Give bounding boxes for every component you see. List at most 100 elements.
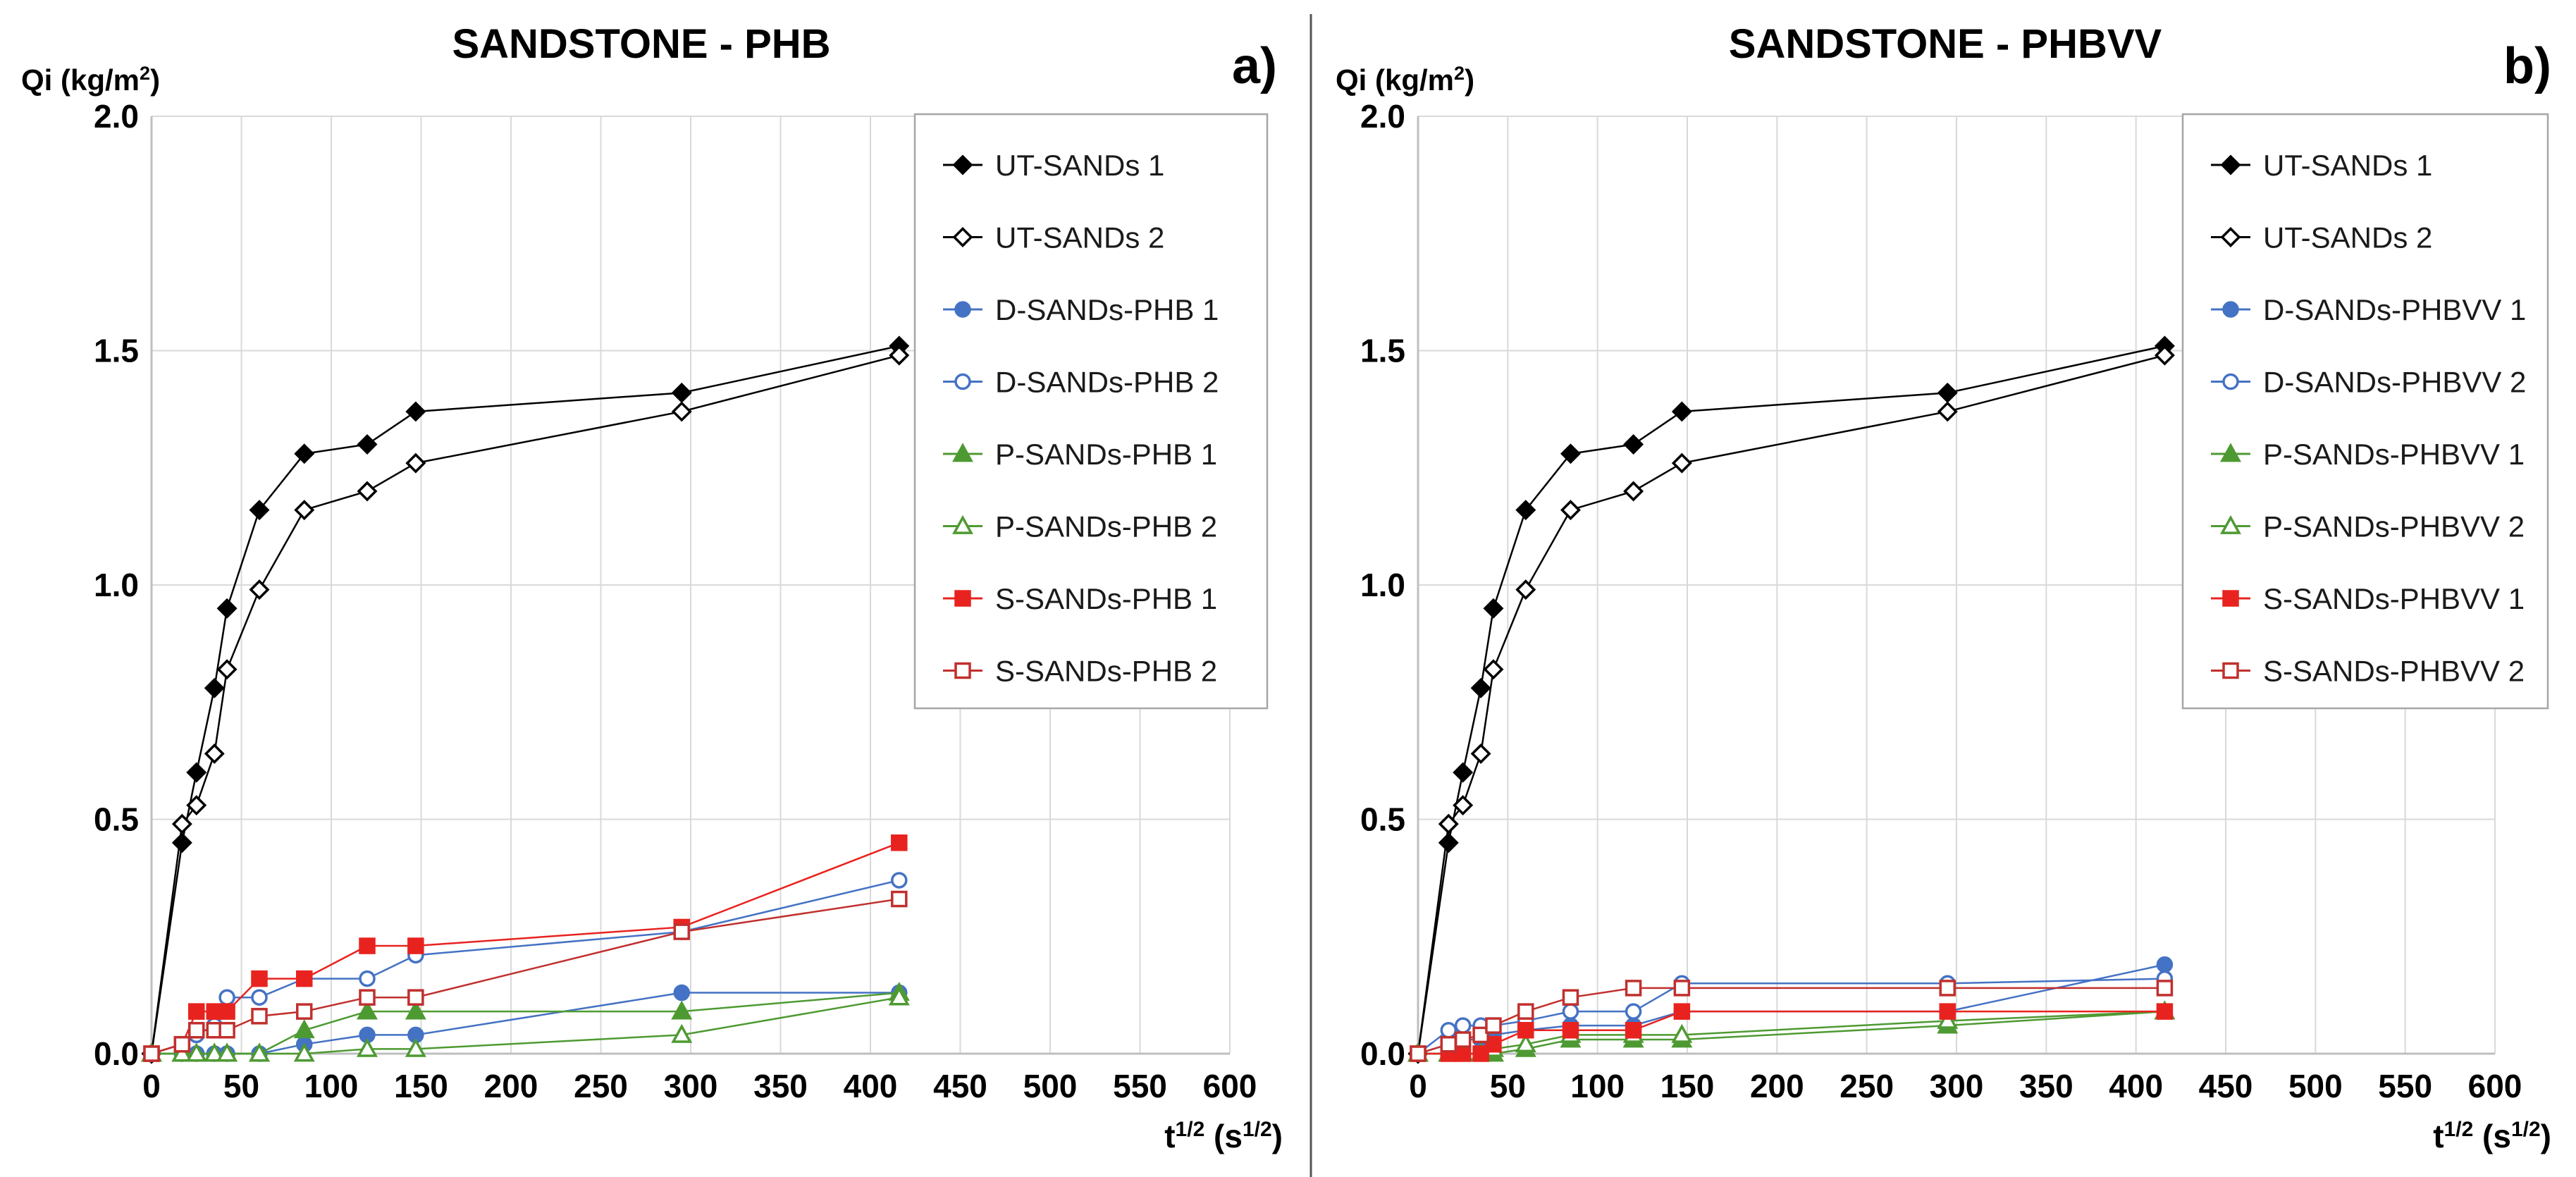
- series-line: [152, 996, 900, 1055]
- data-point: [1440, 1035, 1458, 1053]
- data-point: [1673, 980, 1691, 997]
- data-point: [405, 1000, 426, 1020]
- data-point: [1470, 677, 1491, 698]
- data-point: [1937, 382, 1958, 403]
- x-tick-label: 150: [1660, 1068, 1715, 1104]
- data-point: [188, 1022, 205, 1039]
- data-point: [1453, 795, 1474, 816]
- series-2: [141, 345, 910, 1064]
- panel-label: a): [1232, 38, 1277, 94]
- data-point: [143, 1045, 160, 1062]
- data-point: [1472, 1026, 1489, 1044]
- series-1: [1407, 335, 2175, 1064]
- data-point: [1517, 1022, 1534, 1039]
- legend-box: [913, 113, 1269, 710]
- legend-marker: [954, 373, 971, 390]
- legend-marker: [2220, 154, 2241, 175]
- series-line: [151, 879, 900, 1055]
- legend-label: UT-SANDs 1: [995, 149, 1164, 182]
- data-point: [1560, 443, 1581, 464]
- data-point: [1470, 743, 1491, 764]
- y-tick-label: 0.0: [94, 1035, 139, 1072]
- data-point: [186, 762, 207, 783]
- data-point: [357, 434, 378, 455]
- data-point: [171, 832, 192, 854]
- chart-title: SANDSTONE - PHB: [452, 21, 830, 67]
- data-point: [359, 970, 376, 987]
- data-point: [1939, 980, 1956, 997]
- data-point: [1483, 598, 1504, 619]
- data-point: [293, 1019, 315, 1039]
- y-tick-label: 2.0: [1360, 98, 1405, 135]
- legend-label: UT-SANDs 2: [995, 221, 1164, 254]
- legend-label: P-SANDs-PHB 2: [995, 510, 1217, 543]
- data-point: [889, 345, 910, 366]
- x-tick-label: 500: [1023, 1068, 1078, 1104]
- data-point: [1671, 1023, 1693, 1043]
- legend-label: D-SANDs-PHB 1: [995, 293, 1219, 326]
- legend-marker: [2222, 590, 2239, 607]
- x-axis-label: t1/2 (s1/2): [2433, 1118, 2551, 1155]
- data-point: [1623, 434, 1644, 455]
- data-point: [891, 834, 908, 851]
- data-point: [1485, 1017, 1502, 1034]
- x-tick-label: 200: [1750, 1068, 1804, 1104]
- data-point: [1562, 1003, 1579, 1020]
- legend-marker: [2220, 227, 2241, 247]
- data-point: [204, 743, 225, 764]
- data-point: [1937, 1009, 1959, 1029]
- data-point: [173, 1035, 191, 1053]
- x-tick-label: 250: [574, 1068, 628, 1104]
- x-tick-label: 350: [753, 1068, 808, 1104]
- data-point: [671, 1023, 693, 1043]
- panel-label: b): [2503, 38, 2551, 94]
- series-8: [1410, 980, 2174, 1062]
- legend-label: UT-SANDs 2: [2263, 221, 2432, 254]
- data-point: [1483, 659, 1504, 680]
- x-tick-label: 200: [484, 1068, 538, 1104]
- data-point: [1625, 980, 1642, 997]
- chart-panel-a: 0 50 100 150 200 250 300 350 400 450 500 550 600 0.0 0…: [21, 21, 1283, 1154]
- data-point: [357, 1037, 378, 1057]
- legend-marker: [2220, 443, 2241, 462]
- legend: UT-SANDs 1 UT-SANDs 2 D-SANDs-PHB 1 D-SANDs…: [913, 113, 1269, 710]
- data-point: [359, 989, 376, 1006]
- y-tick-label: 2.0: [94, 98, 139, 135]
- y-tick-label: 0.5: [94, 801, 139, 838]
- y-axis-label: Qi (kg/m2): [21, 63, 160, 97]
- data-point: [294, 500, 315, 521]
- x-tick-label: 500: [2288, 1068, 2343, 1104]
- data-point: [251, 989, 268, 1006]
- series-4: [143, 872, 908, 1062]
- legend-label: S-SANDs-PHBVV 1: [2263, 582, 2525, 615]
- data-point: [1438, 832, 1459, 854]
- data-point: [251, 1008, 268, 1025]
- legend-marker: [952, 443, 973, 462]
- data-point: [296, 970, 313, 987]
- x-tick-label: 550: [2378, 1068, 2432, 1104]
- data-point: [891, 872, 908, 889]
- x-tick-label: 400: [844, 1068, 898, 1104]
- data-point: [2156, 980, 2174, 997]
- data-point: [1625, 1003, 1642, 1020]
- data-point: [218, 1003, 235, 1020]
- legend-box: [2181, 113, 2549, 710]
- data-point: [1438, 813, 1459, 834]
- data-point: [1623, 481, 1644, 502]
- legend-marker: [952, 227, 973, 247]
- data-point: [251, 970, 268, 987]
- x-tick-label: 300: [664, 1068, 718, 1104]
- legend-label: S-SANDs-PHB 1: [995, 582, 1217, 615]
- data-point: [1472, 1045, 1489, 1062]
- data-point: [891, 890, 908, 908]
- data-point: [673, 984, 690, 1002]
- x-tick-label: 600: [2468, 1068, 2522, 1104]
- data-point: [407, 937, 424, 954]
- data-point: [216, 1042, 238, 1062]
- series-6: [141, 986, 910, 1062]
- data-point: [1454, 1017, 1472, 1034]
- data-point: [359, 937, 376, 954]
- legend-marker: [954, 662, 971, 679]
- series-line: [150, 345, 900, 1054]
